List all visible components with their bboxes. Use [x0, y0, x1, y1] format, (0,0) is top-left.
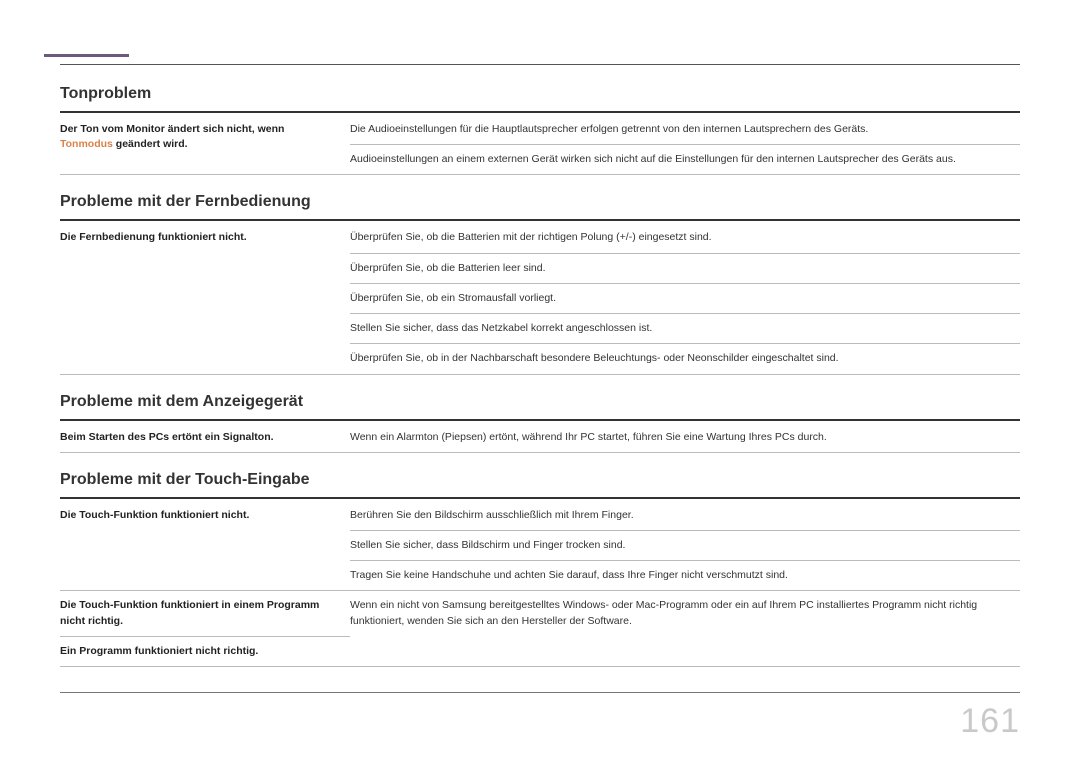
solution-cell: Stellen Sie sicher, dass Bildschirm und … [350, 530, 1020, 560]
solution-cell: Wenn ein Alarmton (Piepsen) ertönt, währ… [350, 423, 1020, 453]
problem-cell: Der Ton vom Monitor ändert sich nicht, w… [60, 115, 350, 175]
heading-rule [60, 497, 1020, 499]
troubleshoot-table: Der Ton vom Monitor ändert sich nicht, w… [60, 115, 1020, 175]
section-heading: Probleme mit der Touch-Eingabe [60, 471, 1020, 489]
table-row: Beim Starten des PCs ertönt ein Signalto… [60, 423, 1020, 453]
page-number: 161 [960, 702, 1020, 741]
bottom-horizontal-rule [60, 692, 1020, 693]
top-horizontal-rule [60, 64, 1020, 65]
problem-cell: Die Fernbedienung funktioniert nicht. [60, 223, 350, 374]
heading-rule [60, 111, 1020, 113]
solution-cell: Tragen Sie keine Handschuhe und achten S… [350, 561, 1020, 591]
heading-rule [60, 219, 1020, 221]
problem-cell: Die Touch-Funktion funktioniert in einem… [60, 591, 350, 636]
section-heading: Tonproblem [60, 85, 1020, 103]
section-heading: Probleme mit dem Anzeigegerät [60, 393, 1020, 411]
highlight-term: Tonmodus [60, 138, 113, 150]
heading-rule [60, 419, 1020, 421]
header-accent-bar [44, 54, 129, 57]
solution-cell: Stellen Sie sicher, dass das Netzkabel k… [350, 314, 1020, 344]
solution-cell: Überprüfen Sie, ob ein Stromausfall vorl… [350, 283, 1020, 313]
solution-cell: Überprüfen Sie, ob die Batterien mit der… [350, 223, 1020, 253]
page-content: Tonproblem Der Ton vom Monitor ändert sic… [60, 85, 1020, 667]
table-row: Die Touch-Funktion funktioniert nicht.Be… [60, 501, 1020, 531]
problem-text: geändert wird. [113, 138, 188, 150]
solution-cell: Überprüfen Sie, ob in der Nachbarschaft … [350, 344, 1020, 374]
problem-cell: Beim Starten des PCs ertönt ein Signalto… [60, 423, 350, 453]
troubleshoot-table: Beim Starten des PCs ertönt ein Signalto… [60, 423, 1020, 453]
solution-cell: Wenn ein nicht von Samsung bereitgestell… [350, 591, 1020, 667]
solution-cell: Berühren Sie den Bildschirm ausschließli… [350, 501, 1020, 531]
problem-cell: Die Touch-Funktion funktioniert nicht. [60, 501, 350, 591]
table-row: Die Fernbedienung funktioniert nicht.Übe… [60, 223, 1020, 253]
troubleshoot-table: Die Fernbedienung funktioniert nicht.Übe… [60, 223, 1020, 374]
troubleshoot-table: Die Touch-Funktion funktioniert nicht.Be… [60, 501, 1020, 667]
problem-text: Der Ton vom Monitor ändert sich nicht, w… [60, 123, 284, 135]
table-row: Der Ton vom Monitor ändert sich nicht, w… [60, 115, 1020, 145]
table-row: Die Touch-Funktion funktioniert in einem… [60, 591, 1020, 636]
section-heading: Probleme mit der Fernbedienung [60, 193, 1020, 211]
solution-cell: Audioeinstellungen an einem externen Ger… [350, 145, 1020, 175]
solution-cell: Die Audioeinstellungen für die Hauptlaut… [350, 115, 1020, 145]
solution-cell: Überprüfen Sie, ob die Batterien leer si… [350, 253, 1020, 283]
problem-cell: Ein Programm funktioniert nicht richtig. [60, 636, 350, 666]
